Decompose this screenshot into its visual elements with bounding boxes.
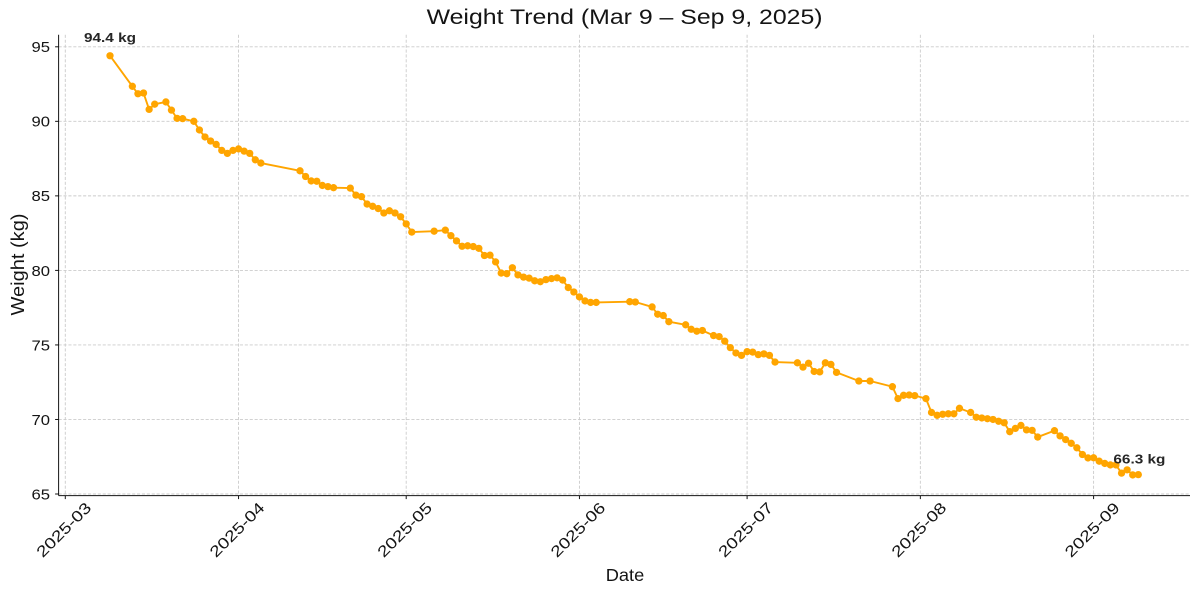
svg-text:65: 65: [32, 487, 51, 503]
svg-text:66.3 kg: 66.3 kg: [1113, 451, 1165, 466]
svg-text:95: 95: [32, 40, 51, 56]
svg-text:85: 85: [32, 189, 51, 205]
svg-text:94.4 kg: 94.4 kg: [84, 30, 136, 45]
svg-text:75: 75: [32, 338, 51, 354]
svg-text:Weight (kg): Weight (kg): [8, 214, 28, 316]
svg-text:Weight Trend (Mar 9 – Sep 9, 2: Weight Trend (Mar 9 – Sep 9, 2025): [427, 6, 823, 29]
svg-text:90: 90: [32, 115, 51, 131]
svg-text:Date: Date: [606, 565, 645, 585]
svg-text:70: 70: [32, 413, 51, 429]
svg-text:80: 80: [32, 264, 51, 280]
